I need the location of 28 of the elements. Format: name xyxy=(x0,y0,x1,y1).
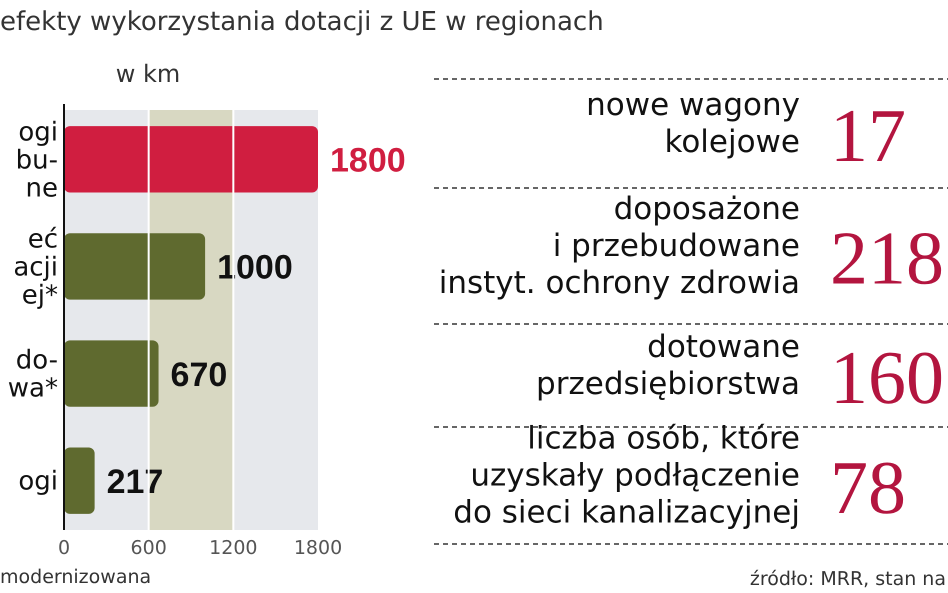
chart-title: efekty wykorzystania dotacji z UE w regionach xyxy=(0,7,604,37)
y-tick-label: ogi bu- ne xyxy=(16,117,58,204)
bar xyxy=(64,340,159,407)
y-tick-label: eć acji ej* xyxy=(13,224,58,310)
category-label: liczba osób, które uzyskały podłączenie do sieci kanalizacyjnej xyxy=(453,420,800,530)
y-tick-label: ogi xyxy=(18,466,58,497)
text: źródło: MRR, stan na xyxy=(750,568,946,590)
data-label: 217 xyxy=(106,462,164,501)
text: 160 xyxy=(830,336,944,420)
text: 17 xyxy=(830,94,906,178)
x-tick-label: 1800 xyxy=(294,537,342,559)
bar xyxy=(64,448,95,514)
bar xyxy=(64,233,206,300)
text: 78 xyxy=(830,446,906,530)
x-tick-label: 1200 xyxy=(209,537,258,559)
y-tick-label: do- wa* xyxy=(8,346,58,404)
x-tick-label: 600 xyxy=(130,537,167,559)
data-label: 1800 xyxy=(330,142,406,180)
bar xyxy=(64,126,318,192)
category-label: dotowane przedsiębiorstwa xyxy=(536,329,800,402)
data-label: 1000 xyxy=(217,248,293,287)
data-label: 670 xyxy=(170,356,228,394)
category-label: doposażone i przebudowane instyt. ochrony zdrowia xyxy=(438,191,800,301)
text: 218 xyxy=(830,216,944,300)
category-label: nowe wagony kolejowe xyxy=(586,87,800,160)
text: modernizowana xyxy=(0,566,152,588)
chart-subtitle: w km xyxy=(116,60,180,88)
x-tick-label: 0 xyxy=(58,537,70,559)
